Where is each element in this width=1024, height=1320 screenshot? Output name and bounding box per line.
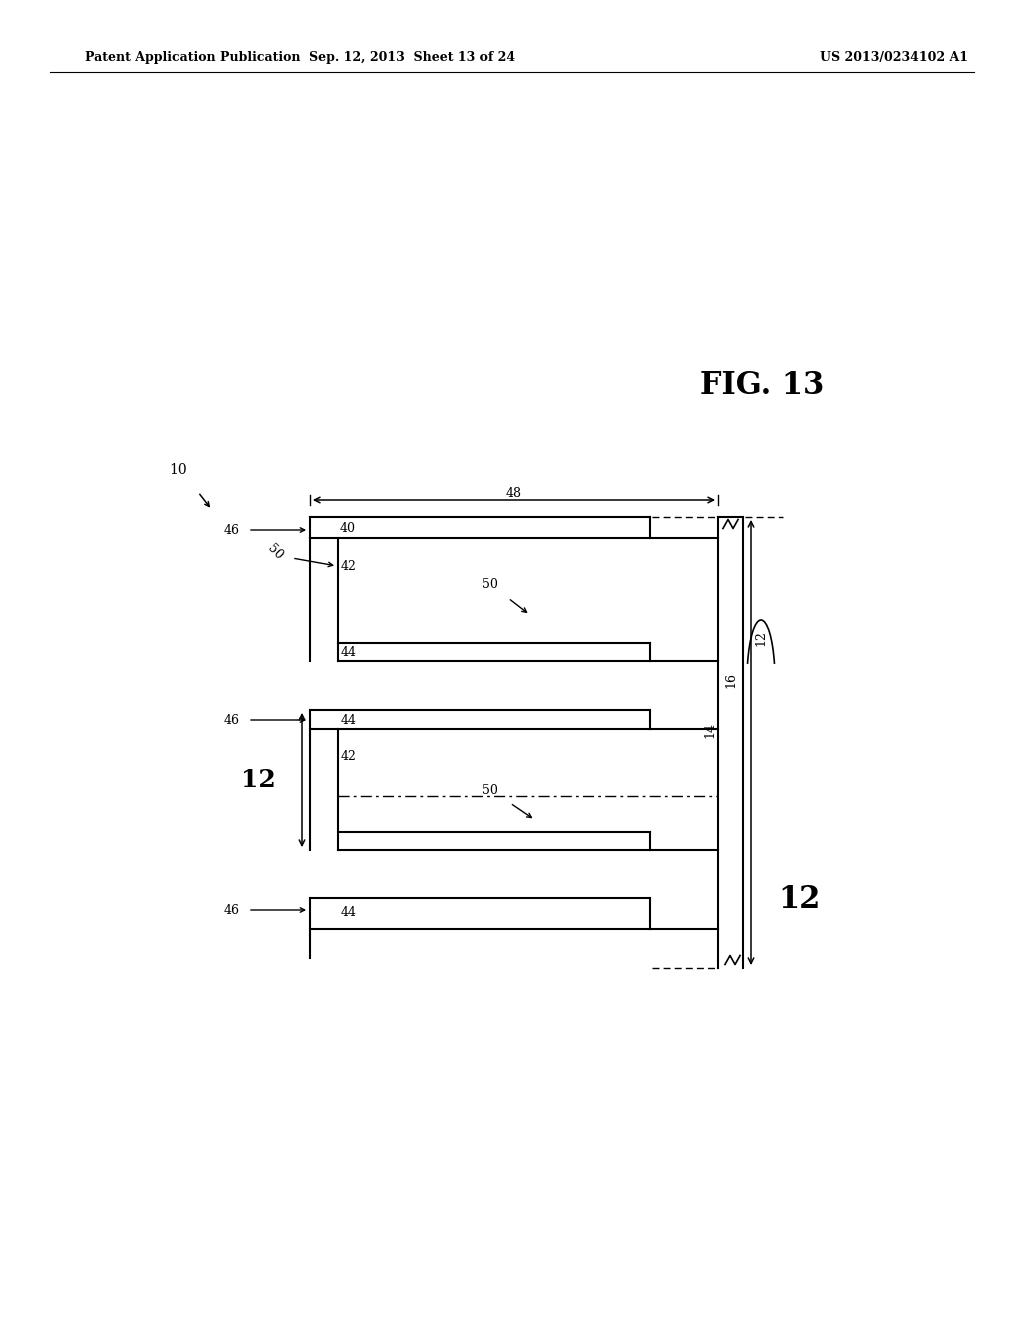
Text: 42: 42: [341, 560, 357, 573]
Text: 16: 16: [724, 672, 737, 688]
Text: 12: 12: [755, 630, 768, 645]
Text: 46: 46: [224, 903, 240, 916]
Text: US 2013/0234102 A1: US 2013/0234102 A1: [820, 51, 968, 65]
Text: 44: 44: [341, 714, 357, 726]
Text: Sep. 12, 2013  Sheet 13 of 24: Sep. 12, 2013 Sheet 13 of 24: [309, 51, 515, 65]
Text: Patent Application Publication: Patent Application Publication: [85, 51, 300, 65]
Text: 44: 44: [341, 645, 357, 659]
Text: FIG. 13: FIG. 13: [699, 370, 824, 400]
Text: 42: 42: [341, 750, 357, 763]
Text: 40: 40: [340, 521, 356, 535]
Text: 50: 50: [482, 784, 498, 796]
Text: 46: 46: [224, 524, 240, 536]
Text: 46: 46: [224, 714, 240, 726]
Text: 12: 12: [241, 768, 275, 792]
Text: 10: 10: [169, 463, 186, 477]
Text: 50: 50: [264, 541, 285, 562]
Text: 48: 48: [506, 487, 522, 500]
Text: 14: 14: [703, 722, 717, 738]
Text: 44: 44: [341, 906, 357, 919]
Text: 50: 50: [482, 578, 498, 591]
Text: 12: 12: [779, 884, 821, 916]
